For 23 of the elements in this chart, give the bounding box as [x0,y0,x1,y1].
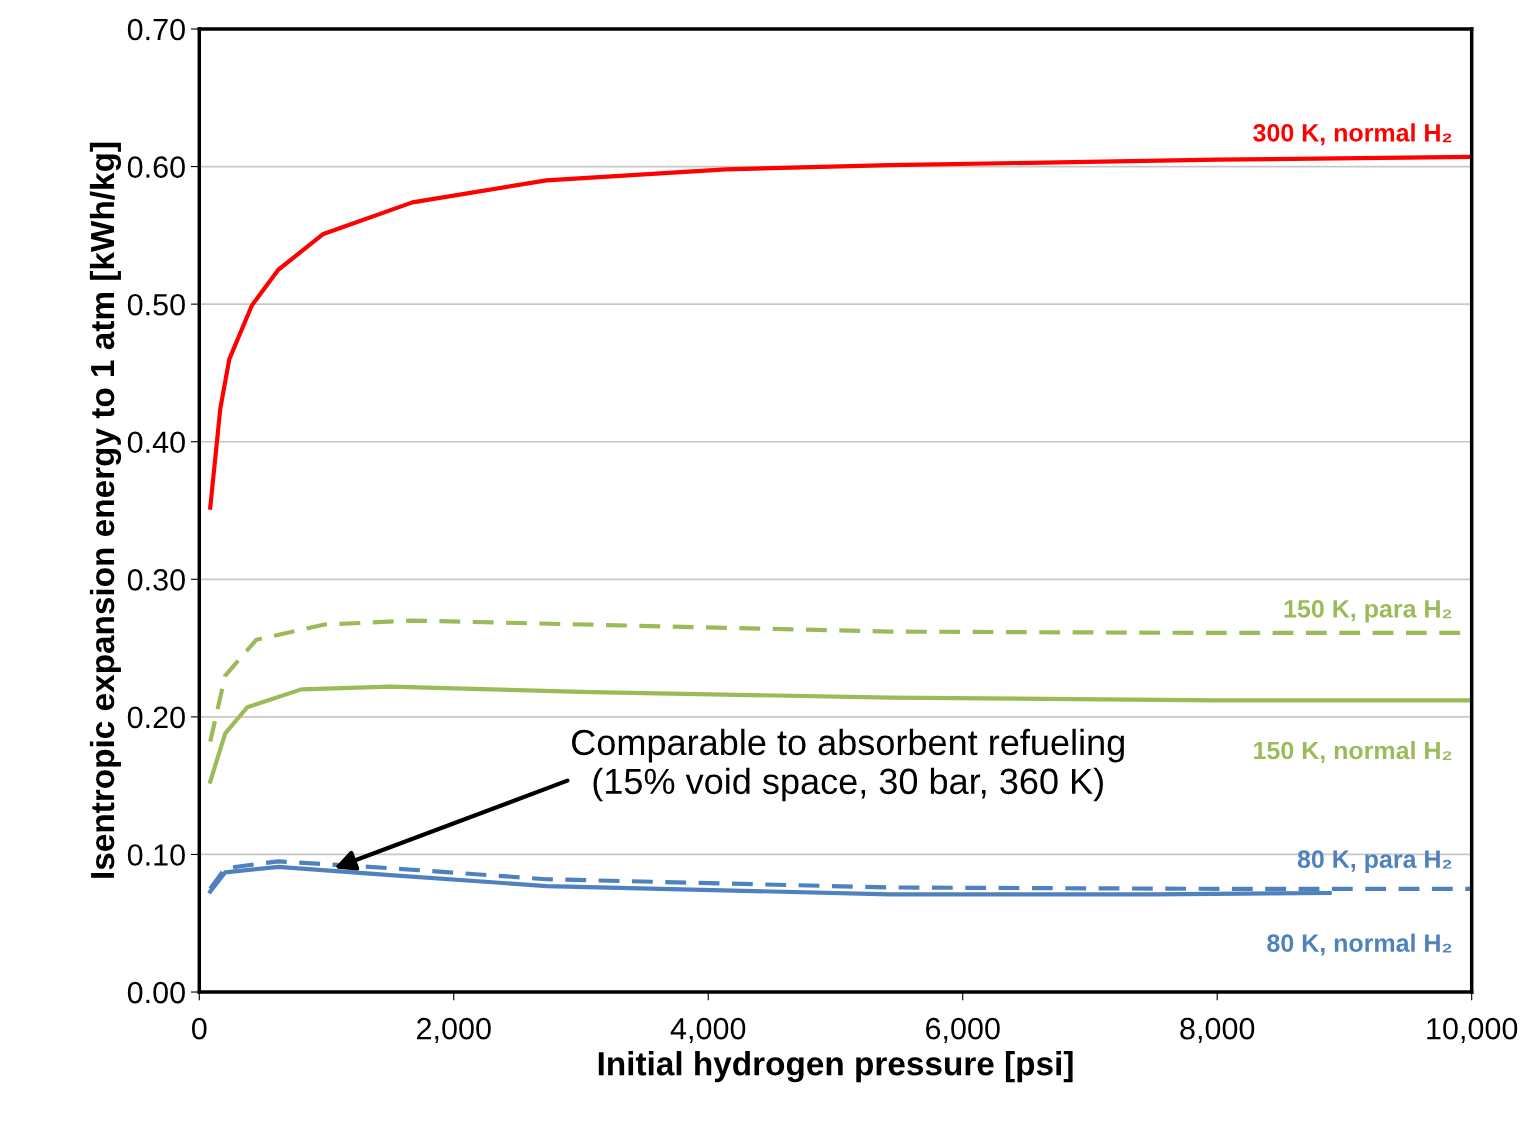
x-axis-title: Initial hydrogen pressure [psi] [598,1051,1073,1083]
series-label: 150 K, normal H₂ [1254,741,1452,763]
series-label: 300 K, normal H₂ [1253,123,1452,146]
x-tick-label: 0 [191,1017,207,1040]
x-tick-label: 8,000 [1180,1017,1255,1044]
series-label: 80 K, normal H₂ [1267,933,1452,956]
line-series [208,154,1472,510]
x-tick-label: 4,000 [670,1017,746,1044]
series-label: 150 K, para H₂ [1284,599,1452,623]
x-tick-label: 10,000 [1427,1017,1518,1044]
y-tick-label: 0.00 [127,981,185,1004]
series-label: 80 K, para H₂ [1297,850,1452,873]
x-tick-label: 2,000 [417,1017,491,1044]
y-axis-title: Isentropic expansion energy to 1 atm [kWh/kg] [89,142,122,878]
y-tick-label: 0.50 [127,293,185,316]
y-tick-label: 0.40 [127,431,185,454]
x-tick-label: 6,000 [926,1017,1000,1044]
y-tick-label: 0.10 [127,844,185,866]
y-tick-label: 0.60 [127,156,185,178]
y-tick-label: 0.70 [127,18,185,41]
annotation: Comparable to absorbent refueling (15% void space, 30 bar, 360 K) [572,728,1124,802]
y-tick-label: 0.20 [127,706,185,729]
y-tick-label: 0.30 [127,569,185,591]
